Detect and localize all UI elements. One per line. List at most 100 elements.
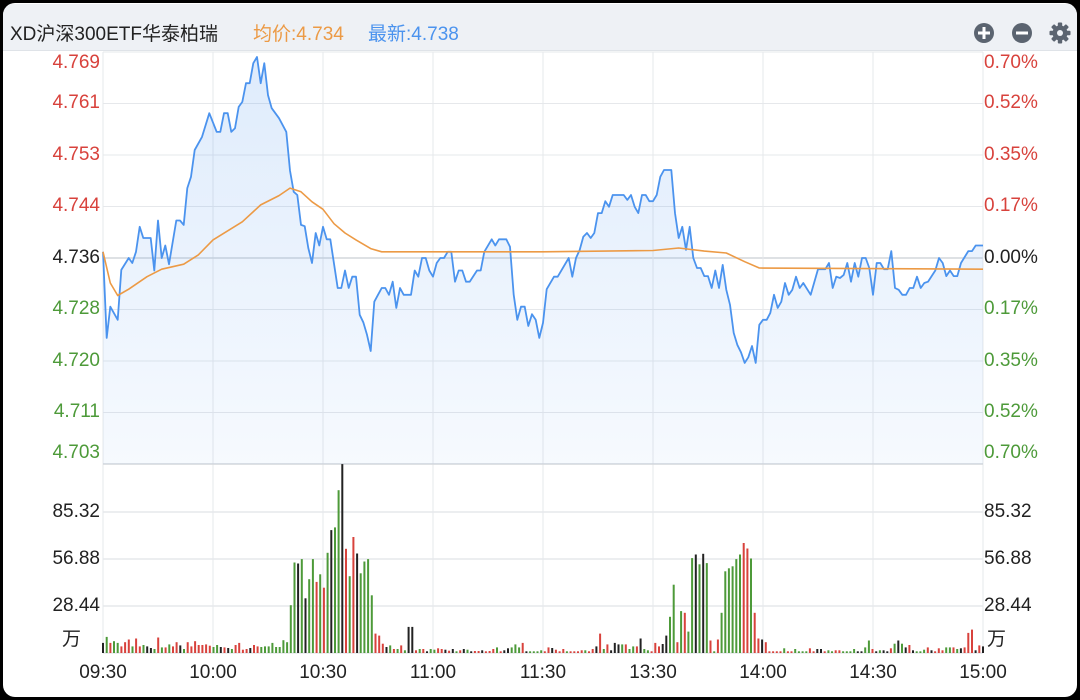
volume-bar — [138, 646, 141, 653]
volume-bar — [264, 646, 266, 653]
volume-bar — [569, 651, 572, 653]
volume-bar — [588, 651, 590, 653]
volume-bar — [142, 645, 145, 653]
volume-bar — [676, 642, 679, 653]
volume-bar — [875, 651, 878, 653]
price-tick-left: 4.720 — [52, 350, 100, 371]
time-tick: 09:30 — [79, 662, 127, 683]
volume-bar — [223, 647, 226, 653]
volume-bar — [488, 651, 491, 653]
volume-bar — [477, 651, 480, 653]
volume-bar — [116, 642, 119, 653]
volume-bar — [893, 643, 896, 653]
volume-bar — [253, 645, 255, 653]
volume-bar — [540, 650, 543, 653]
volume-bar — [345, 548, 347, 653]
volume-bar — [930, 650, 933, 653]
volume-bar — [521, 642, 524, 653]
volume-bar — [801, 651, 804, 653]
volume-bar — [702, 553, 705, 653]
volume-bar — [562, 649, 565, 653]
volume-bar — [205, 644, 208, 653]
volume-bar — [102, 642, 104, 653]
price-tick-left: 4.744 — [52, 195, 100, 216]
volume-bar — [510, 647, 513, 653]
volume-bar — [429, 649, 432, 653]
volume-bar — [238, 642, 241, 653]
volume-tick-right: 85.32 — [984, 501, 1032, 522]
volume-bar — [146, 646, 149, 653]
volume-bar — [878, 650, 881, 653]
volume-bar — [772, 651, 775, 653]
volume-bar — [750, 558, 752, 653]
pct-tick-right: 0.17% — [984, 298, 1038, 319]
time-tick: 11:30 — [519, 662, 567, 683]
pct-tick-right: 0.52% — [984, 401, 1038, 422]
volume-unit-left: 万 — [62, 629, 82, 650]
volume-bar — [584, 650, 587, 653]
volume-bar — [628, 649, 631, 653]
volume-bar — [650, 651, 653, 653]
time-tick: 11:00 — [409, 662, 457, 683]
volume-bar — [234, 645, 237, 653]
volume-bar — [529, 651, 532, 653]
volume-bar — [514, 644, 517, 653]
zoom-in-icon[interactable] — [973, 22, 995, 44]
volume-bar — [451, 649, 454, 653]
volume-bar — [322, 587, 325, 653]
chart-header: XD沪深300ETF华泰柏瑞 均价:4.734 最新:4.738 — [3, 4, 1077, 51]
volume-bar — [963, 647, 966, 653]
volume-bar — [591, 649, 594, 653]
volume-bar — [665, 635, 668, 653]
volume-bar — [724, 571, 727, 653]
volume-bar — [389, 645, 392, 653]
price-tick-left: 4.711 — [53, 401, 100, 422]
volume-bar — [853, 649, 856, 653]
volume-bar — [797, 651, 800, 653]
volume-bar — [400, 645, 403, 653]
zoom-out-icon[interactable] — [1011, 22, 1033, 44]
volume-bar — [794, 649, 797, 653]
pct-tick-right: 0.70% — [984, 442, 1038, 463]
volume-bar — [131, 646, 134, 653]
pct-tick-right: 0.52% — [984, 92, 1038, 113]
volume-bar — [319, 574, 322, 654]
volume-bar — [621, 644, 624, 653]
volume-bar — [812, 651, 815, 653]
volume-bar — [558, 651, 561, 653]
gear-icon[interactable] — [1049, 22, 1071, 44]
volume-bar — [713, 651, 716, 653]
volume-bar — [742, 543, 745, 653]
volume-bar — [757, 638, 760, 653]
time-tick: 14:00 — [739, 662, 787, 683]
volume-bar — [948, 647, 951, 653]
volume-bar — [396, 649, 399, 653]
volume-bar — [492, 649, 495, 653]
volume-bar — [385, 647, 388, 653]
volume-bar — [153, 649, 156, 653]
volume-bar — [392, 649, 395, 653]
volume-bar — [481, 650, 484, 653]
volume-bar — [646, 650, 649, 653]
volume-unit-right: 万 — [987, 629, 1007, 650]
volume-bar — [499, 651, 502, 653]
volume-bar — [219, 647, 222, 653]
price-tick-left: 4.753 — [52, 144, 100, 165]
volume-tick-right: 56.88 — [984, 548, 1032, 569]
price-tick-left: 4.736 — [52, 247, 100, 268]
volume-bar — [367, 559, 370, 653]
volume-bar — [201, 645, 204, 653]
volume-bar — [720, 612, 723, 653]
volume-bar — [381, 643, 384, 653]
volume-bar — [470, 651, 473, 653]
volume-bar — [901, 643, 903, 653]
volume-bar — [856, 651, 859, 653]
volume-bar — [580, 650, 583, 653]
volume-bar — [654, 642, 657, 653]
volume-bar — [908, 645, 911, 653]
volume-bar — [300, 559, 303, 653]
volume-bar — [330, 530, 333, 653]
volume-bar — [978, 645, 981, 653]
volume-bar — [543, 651, 546, 653]
volume-bar — [551, 648, 554, 653]
